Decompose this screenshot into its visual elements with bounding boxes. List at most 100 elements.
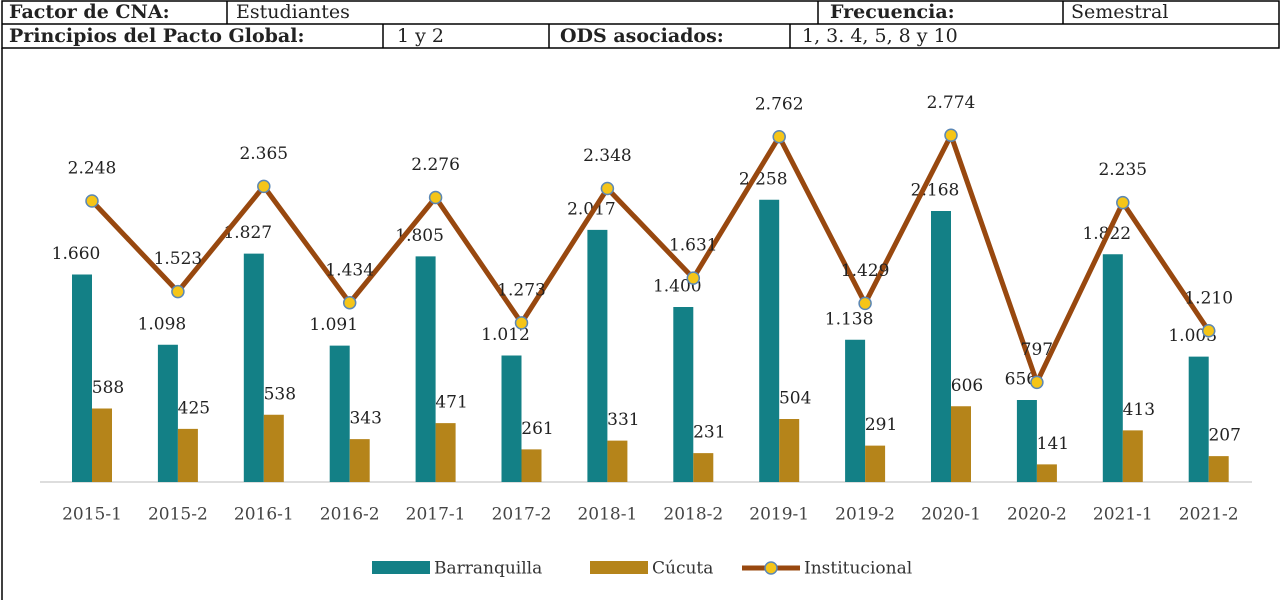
bar: [501, 355, 522, 482]
data-label: 2.365: [239, 144, 288, 164]
data-label: 1.098: [138, 314, 187, 334]
data-label: 261: [521, 419, 553, 439]
line-marker: [342, 296, 357, 310]
data-label: 331: [607, 410, 639, 430]
x-tick-label: 2021-1: [1093, 505, 1153, 525]
data-label: 1.210: [1184, 288, 1233, 308]
bar: [1122, 430, 1143, 482]
data-label: 207: [1208, 426, 1240, 446]
data-label: 2.235: [1098, 160, 1147, 180]
bar: [157, 344, 178, 482]
bar: [1102, 254, 1123, 482]
header-label: ODS asociados:: [560, 25, 724, 47]
x-tick-label: 2017-2: [492, 505, 552, 525]
bar: [177, 428, 198, 482]
line: [90, 132, 1211, 385]
bar: [1016, 400, 1037, 482]
line-marker: [257, 179, 271, 194]
legend-marker: [764, 561, 778, 575]
data-label: 1.012: [481, 325, 530, 345]
data-label: 413: [1123, 400, 1155, 420]
bar: [1036, 464, 1057, 482]
legend-label: Institucional: [804, 559, 912, 579]
line-marker: [85, 194, 99, 208]
data-label: 1.273: [497, 280, 546, 300]
header-label: Principios del Pacto Global:: [9, 25, 304, 47]
legend-swatch: [372, 561, 430, 574]
header-value: 1 y 2: [397, 25, 444, 47]
data-label: 1.660: [52, 244, 101, 264]
line-marker: [171, 284, 185, 299]
data-label: 538: [264, 384, 296, 404]
header-value: Semestral: [1071, 1, 1168, 23]
data-label: 1.631: [669, 236, 718, 256]
data-label: 471: [435, 393, 467, 413]
bar: [951, 406, 971, 482]
data-label: 2.774: [927, 93, 976, 113]
line-marker: [944, 128, 958, 142]
line-marker: [1030, 375, 1044, 390]
x-tick-label: 2017-1: [406, 505, 466, 525]
data-label: 1.827: [223, 223, 272, 243]
data-label: 504: [779, 389, 811, 409]
data-label: 2.762: [755, 94, 804, 114]
x-tick-label: 2015-1: [62, 505, 122, 525]
line-marker: [428, 190, 443, 205]
header-value: Estudiantes: [236, 1, 350, 23]
bar: [673, 307, 694, 482]
x-tick-label: 2019-1: [749, 505, 809, 525]
data-label: 425: [178, 398, 210, 418]
legend-label: Barranquilla: [434, 559, 542, 579]
bar: [1188, 356, 1209, 482]
data-label: 1.429: [841, 261, 890, 281]
bar: [435, 423, 456, 482]
header-value: 1, 3. 4, 5, 8 y 10: [802, 25, 958, 47]
bar: [92, 408, 112, 482]
x-tick-label: 2018-1: [577, 505, 637, 525]
header-label: Frecuencia:: [830, 1, 955, 23]
x-tick-label: 2018-2: [663, 505, 723, 525]
x-tick-label: 2015-2: [148, 505, 208, 525]
data-label: 343: [349, 409, 381, 429]
bar: [72, 274, 92, 482]
bar: [329, 345, 350, 482]
data-label: 2.248: [68, 159, 117, 179]
line-marker: [1201, 324, 1216, 338]
legend-swatch: [590, 561, 648, 574]
bar: [349, 439, 370, 482]
header-label: Factor de CNA:: [9, 1, 170, 23]
data-label: 606: [951, 376, 983, 396]
bar: [845, 339, 866, 482]
bar: [693, 453, 714, 482]
data-label: 797: [1021, 340, 1053, 360]
line-marker: [772, 130, 786, 144]
bar: [931, 211, 951, 482]
x-tick-label: 2020-1: [921, 505, 981, 525]
line-marker: [514, 316, 529, 330]
line-marker: [1116, 195, 1130, 210]
x-tick-label: 2016-2: [320, 505, 380, 525]
data-label: 291: [865, 415, 897, 435]
line-marker: [600, 181, 615, 196]
data-label: 1.091: [309, 315, 358, 335]
line-marker: [858, 296, 872, 311]
data-label: 656: [1005, 370, 1037, 390]
bar: [865, 445, 886, 482]
legend-label: Cúcuta: [652, 559, 713, 579]
bar: [587, 229, 608, 482]
x-tick-label: 2019-2: [835, 505, 895, 525]
bar: [263, 414, 284, 482]
data-label: 2.258: [739, 169, 788, 189]
data-label: 1.523: [154, 249, 203, 269]
bar: [607, 440, 628, 482]
x-tick-label: 2020-2: [1007, 505, 1067, 525]
line-marker: [686, 271, 701, 285]
data-label: 1.434: [325, 260, 374, 280]
bar: [415, 256, 436, 482]
x-tick-label: 2016-1: [234, 505, 294, 525]
data-label: 1.138: [825, 309, 874, 329]
bar: [1208, 456, 1229, 482]
